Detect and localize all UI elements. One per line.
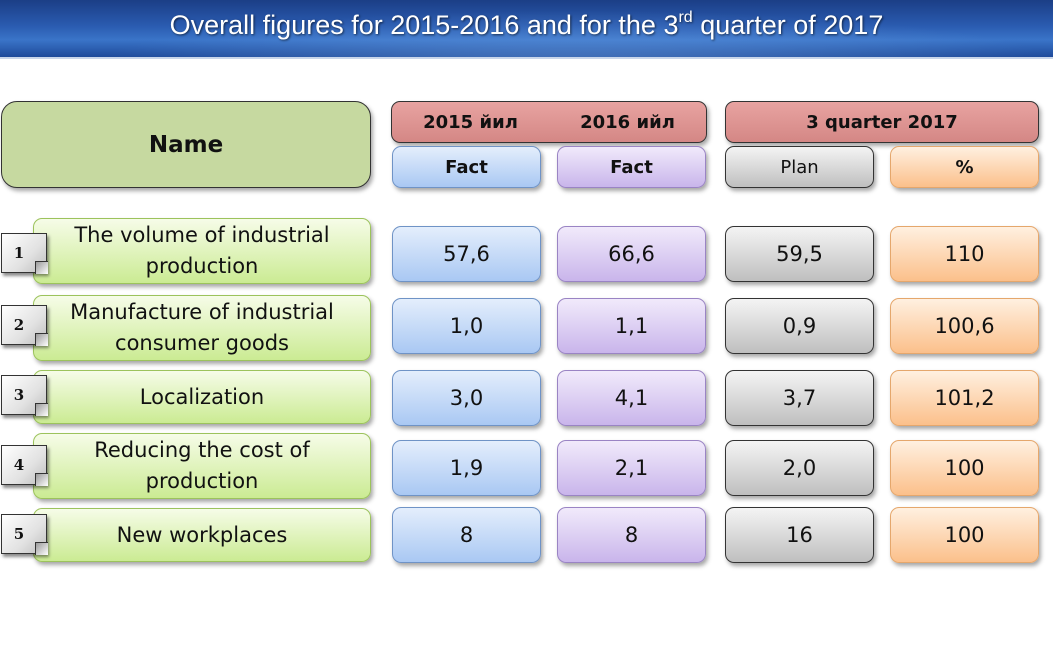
title-bar: Overall figures for 2015-2016 and for th… [0, 0, 1053, 59]
plan-cell: 2,0 [725, 440, 874, 496]
row-number-badge: 3 [1, 375, 48, 416]
title-bar-shine [0, 0, 1053, 57]
value-2015-cell: 1,0 [392, 298, 541, 354]
value-2016-cell: 1,1 [557, 298, 706, 354]
name-header: Name [1, 101, 371, 188]
row-number-badge: 4 [1, 445, 48, 486]
percent-cell: 101,2 [890, 370, 1039, 426]
percent-cell: 110 [890, 226, 1039, 282]
value-2015-cell: 1,9 [392, 440, 541, 496]
page-title: Overall figures for 2015-2016 and for th… [0, 9, 1053, 41]
value-2015-cell: 8 [392, 507, 541, 563]
plan-cell: 16 [725, 507, 874, 563]
percent-header: % [890, 146, 1039, 188]
quarter-header: 3 quarter 2017 [725, 101, 1039, 143]
page-title-main: Overall figures for 2015-2016 and for th… [169, 10, 679, 40]
value-2016-cell: 8 [557, 507, 706, 563]
year-2016-label: 2016 ийл [580, 111, 675, 133]
percent-cell: 100 [890, 440, 1039, 496]
row-number-badge: 2 [1, 305, 48, 346]
year-2015-label: 2015 йил [423, 111, 518, 133]
value-2015-cell: 57,6 [392, 226, 541, 282]
fact-2016-header: Fact [557, 146, 706, 188]
row-number-badge: 1 [1, 233, 48, 274]
row-label: The volume of industrial production [33, 218, 371, 284]
fact-2015-header: Fact [392, 146, 541, 188]
plan-cell: 59,5 [725, 226, 874, 282]
plan-cell: 3,7 [725, 370, 874, 426]
plan-header: Plan [725, 146, 874, 188]
row-label: Reducing the cost of production [33, 433, 371, 499]
plan-cell: 0,9 [725, 298, 874, 354]
row-number-badge: 5 [1, 514, 48, 555]
row-label: Manufacture of industrial consumer goods [33, 295, 371, 361]
value-2016-cell: 2,1 [557, 440, 706, 496]
row-label: New workplaces [33, 508, 371, 562]
value-2016-cell: 66,6 [557, 226, 706, 282]
value-2015-cell: 3,0 [392, 370, 541, 426]
row-label: Localization [33, 370, 371, 424]
percent-cell: 100 [890, 507, 1039, 563]
percent-cell: 100,6 [890, 298, 1039, 354]
value-2016-cell: 4,1 [557, 370, 706, 426]
page-title-tail: quarter of 2017 [692, 10, 884, 40]
years-header: 2015 йил 2016 ийл [391, 101, 707, 143]
page-title-sup: rd [678, 9, 693, 26]
